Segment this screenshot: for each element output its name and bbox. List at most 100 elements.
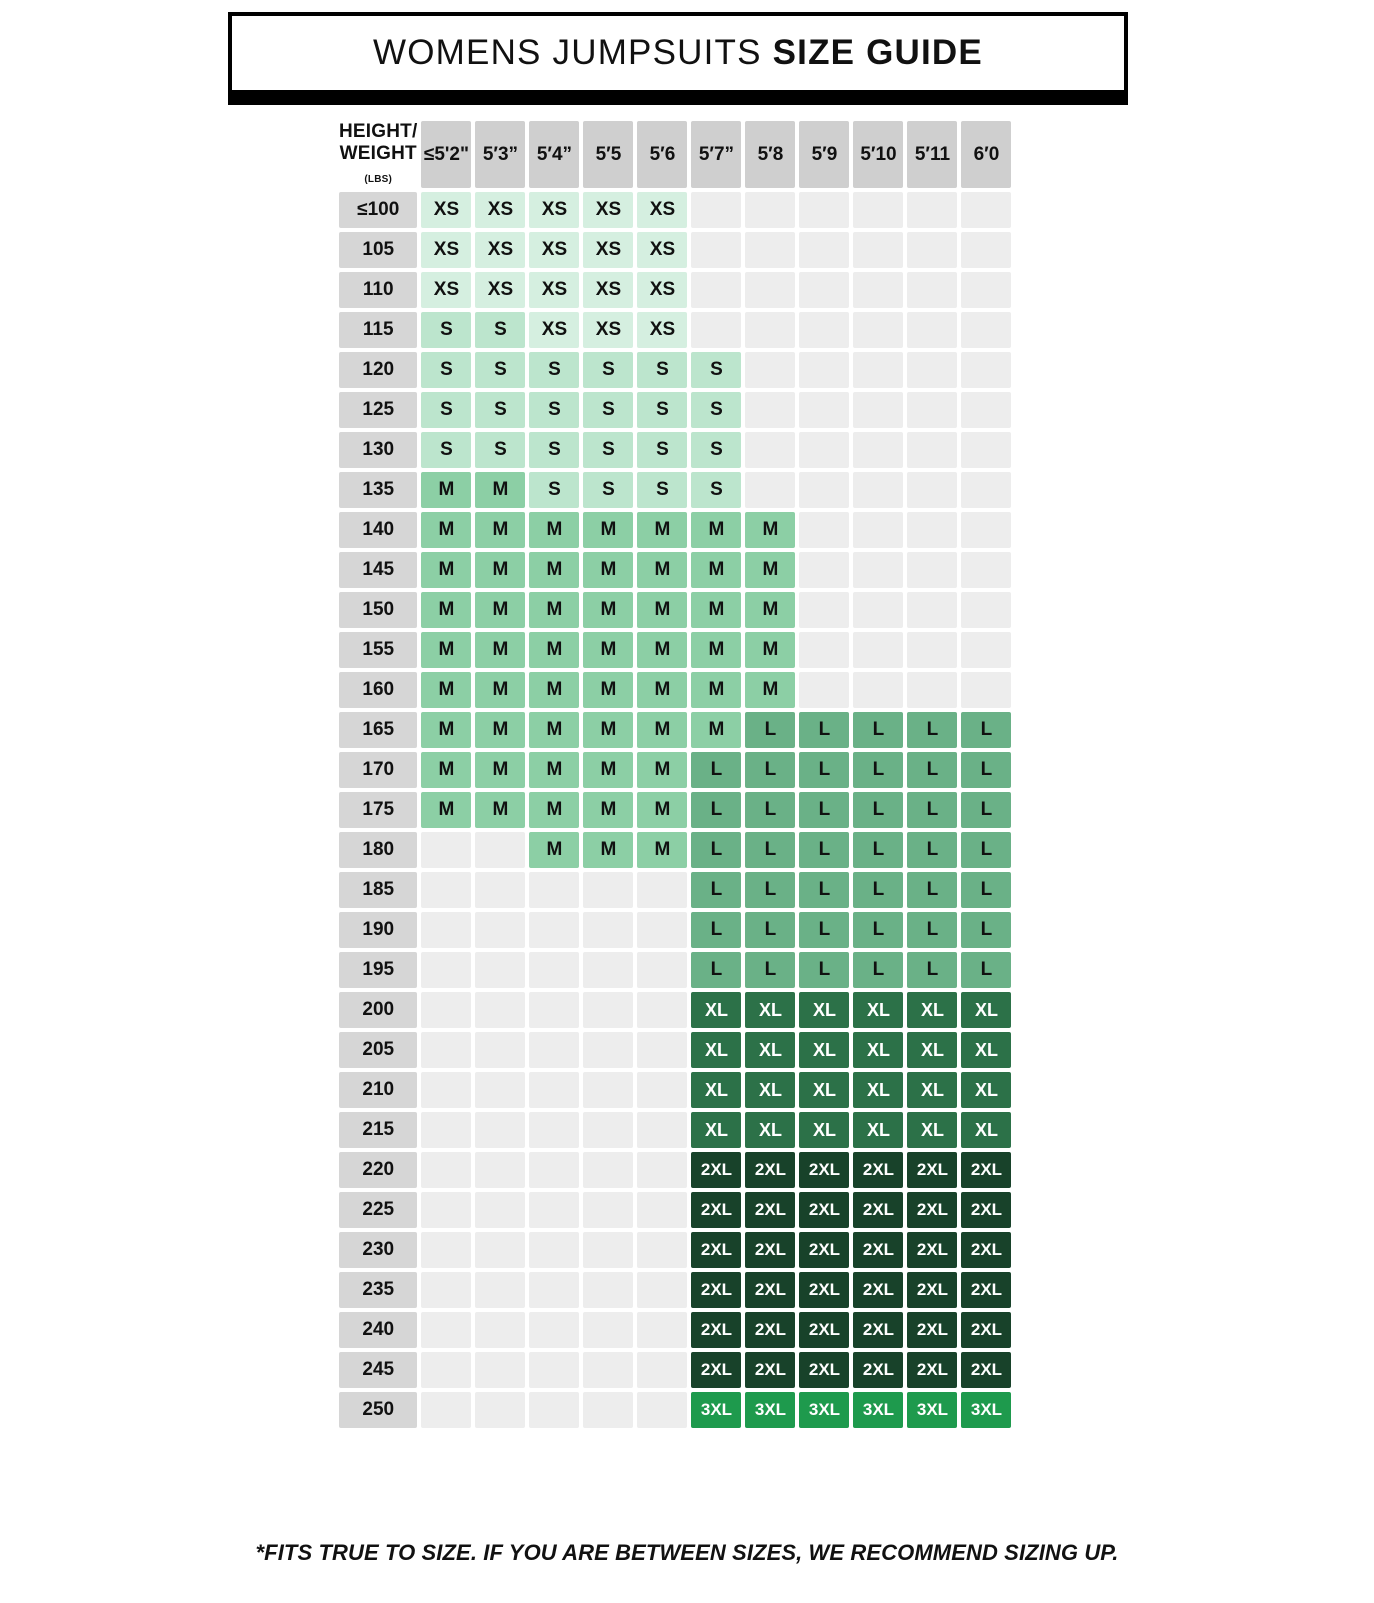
size-cell-empty — [853, 632, 904, 669]
column-header-1: 5′3” — [475, 121, 526, 189]
size-cell: M — [637, 832, 688, 869]
column-header-4: 5′6 — [637, 121, 688, 189]
corner-line-1: HEIGHT/ — [339, 121, 418, 142]
size-cell: 3XL — [691, 1392, 742, 1429]
table-row: 210 XL XL XL XL XL XL — [339, 1072, 1012, 1109]
size-cell-empty — [799, 632, 850, 669]
size-cell-empty — [475, 1152, 526, 1189]
size-cell: XS — [529, 272, 580, 309]
size-cell-empty — [421, 1072, 472, 1109]
column-header-5: 5′7” — [691, 121, 742, 189]
size-cell: 2XL — [691, 1232, 742, 1269]
size-cell-empty — [637, 912, 688, 949]
size-cell-empty — [421, 912, 472, 949]
size-cell: XL — [691, 1112, 742, 1149]
size-cell-empty — [583, 912, 634, 949]
size-cell: XL — [961, 1032, 1012, 1069]
size-cell: XL — [853, 992, 904, 1029]
size-cell: L — [799, 792, 850, 829]
row-weight-label: 130 — [339, 432, 418, 469]
size-cell: S — [637, 392, 688, 429]
size-chart-table: HEIGHT/ WEIGHT (LBS) ≤5'2" 5′3” 5′4” 5′5 5′6… — [335, 117, 1015, 1432]
size-cell: M — [637, 792, 688, 829]
row-weight-label: ≤100 — [339, 192, 418, 229]
size-cell: M — [421, 512, 472, 549]
size-cell-empty — [421, 1352, 472, 1389]
size-cell: 2XL — [853, 1312, 904, 1349]
size-cell: L — [745, 712, 796, 749]
row-weight-label: 205 — [339, 1032, 418, 1069]
corner-line-3: (LBS) — [364, 173, 393, 185]
size-cell-empty — [799, 232, 850, 269]
size-cell: L — [907, 752, 958, 789]
size-cell: L — [799, 752, 850, 789]
table-row: 180 M M M L L L L L L — [339, 832, 1012, 869]
size-cell-empty — [961, 632, 1012, 669]
size-cell: 2XL — [853, 1192, 904, 1229]
row-weight-label: 145 — [339, 552, 418, 589]
size-cell-empty — [475, 832, 526, 869]
size-chart-body: ≤100 XS XS XS XS XS 105 XS XS XS XS XS 110 XS XS XS XS XS… — [339, 192, 1012, 1429]
size-cell: S — [475, 432, 526, 469]
size-cell: XL — [691, 1032, 742, 1069]
size-cell: XL — [799, 1032, 850, 1069]
size-cell-empty — [637, 1232, 688, 1269]
size-cell: L — [853, 872, 904, 909]
title-banner: WOMENS JUMPSUITS SIZE GUIDE — [228, 12, 1128, 94]
size-cell-empty — [529, 992, 580, 1029]
size-cell: S — [583, 392, 634, 429]
size-cell: L — [961, 752, 1012, 789]
size-cell-empty — [907, 552, 958, 589]
page-title-strong: SIZE GUIDE — [772, 33, 983, 72]
size-cell: 2XL — [745, 1152, 796, 1189]
row-weight-label: 195 — [339, 952, 418, 989]
size-cell: M — [475, 592, 526, 629]
row-weight-label: 220 — [339, 1152, 418, 1189]
size-cell: XS — [475, 272, 526, 309]
size-cell-empty — [691, 232, 742, 269]
row-weight-label: 245 — [339, 1352, 418, 1389]
size-cell-empty — [799, 192, 850, 229]
row-weight-label: 110 — [339, 272, 418, 309]
size-cell: XL — [691, 1072, 742, 1109]
size-cell: L — [799, 832, 850, 869]
size-cell: XL — [853, 1072, 904, 1109]
size-cell: XS — [583, 192, 634, 229]
size-cell: XL — [745, 1112, 796, 1149]
size-cell: S — [529, 392, 580, 429]
size-cell: 2XL — [745, 1312, 796, 1349]
size-cell-empty — [529, 1192, 580, 1229]
size-cell: L — [799, 912, 850, 949]
size-cell: 2XL — [961, 1312, 1012, 1349]
size-cell: S — [583, 472, 634, 509]
size-cell-empty — [745, 192, 796, 229]
size-cell: 2XL — [853, 1352, 904, 1389]
row-weight-label: 140 — [339, 512, 418, 549]
size-cell-empty — [799, 512, 850, 549]
row-weight-label: 210 — [339, 1072, 418, 1109]
size-cell: 2XL — [745, 1192, 796, 1229]
row-weight-label: 240 — [339, 1312, 418, 1349]
size-cell: M — [691, 512, 742, 549]
size-cell: S — [529, 352, 580, 389]
size-cell-empty — [637, 952, 688, 989]
row-weight-label: 185 — [339, 872, 418, 909]
size-cell: S — [583, 352, 634, 389]
column-header-8: 5′10 — [853, 121, 904, 189]
size-cell-empty — [637, 1152, 688, 1189]
size-cell: L — [691, 912, 742, 949]
size-cell: S — [583, 432, 634, 469]
size-cell: M — [529, 832, 580, 869]
size-cell-empty — [583, 952, 634, 989]
size-cell-empty — [799, 472, 850, 509]
size-cell: L — [799, 712, 850, 749]
row-weight-label: 150 — [339, 592, 418, 629]
size-cell: XS — [475, 192, 526, 229]
size-cell-empty — [529, 1032, 580, 1069]
size-cell: 2XL — [691, 1352, 742, 1389]
size-cell: S — [421, 432, 472, 469]
size-cell-empty — [583, 1152, 634, 1189]
size-cell: L — [853, 712, 904, 749]
size-cell: S — [691, 472, 742, 509]
size-cell-empty — [907, 432, 958, 469]
